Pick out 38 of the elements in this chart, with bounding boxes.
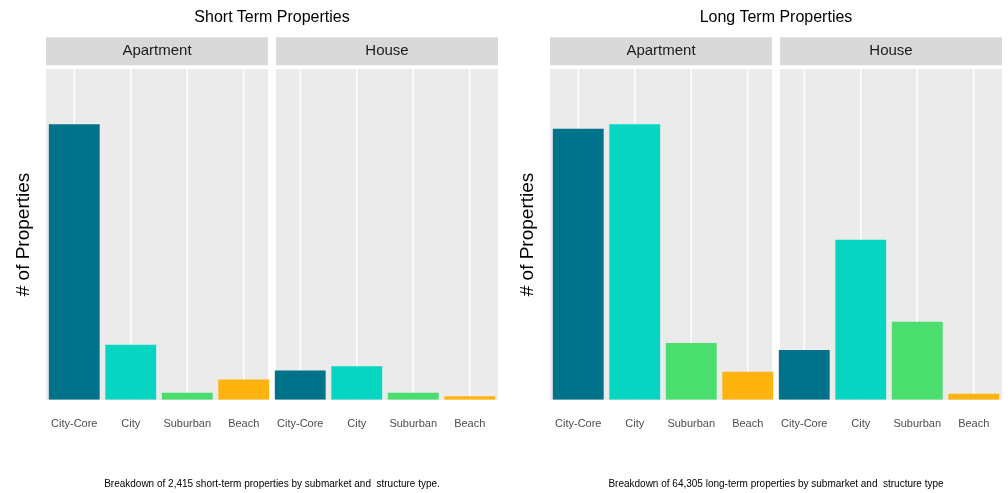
bar	[218, 379, 270, 400]
text: Breakdown of 64,305 long-term properties by submarket and structure type	[608, 477, 945, 489]
bar	[609, 124, 661, 400]
bar	[552, 128, 604, 400]
x-tick-label: City-Core	[277, 417, 324, 430]
text: Apartment	[626, 41, 697, 59]
y-axis-title: # of Properties	[12, 172, 34, 297]
text: Breakdown of 2,415 short-term properties by submarket and structure type.	[104, 477, 440, 489]
chart-title: Short Term Properties	[194, 8, 350, 26]
x-tick-label: Beach	[732, 417, 764, 430]
x-tick-label: Suburban	[163, 417, 212, 430]
text: House	[365, 41, 409, 59]
x-tick-label: Suburban	[667, 417, 716, 430]
bar	[835, 239, 887, 400]
y-axis-title: # of Properties	[516, 172, 538, 297]
bar	[331, 366, 383, 400]
bar	[722, 371, 774, 400]
x-tick-label: Suburban	[389, 417, 438, 430]
x-tick-label: Beach	[228, 417, 260, 430]
x-tick-label: City-Core	[781, 417, 828, 430]
x-tick-label: City-Core	[555, 417, 602, 430]
x-tick-label: Beach	[958, 417, 990, 430]
text: House	[869, 41, 913, 59]
bar	[274, 370, 326, 400]
x-tick-label: Suburban	[893, 417, 942, 430]
x-tick-label: City	[121, 417, 141, 430]
text: Apartment	[122, 41, 193, 59]
bar	[665, 343, 717, 400]
bar	[48, 124, 100, 400]
x-tick-label: City	[851, 417, 871, 430]
x-tick-label: City	[347, 417, 367, 430]
chart-title: Long Term Properties	[699, 8, 853, 26]
bar	[778, 349, 830, 400]
x-tick-label: City	[625, 417, 645, 430]
x-tick-label: Beach	[454, 417, 486, 430]
bar	[105, 344, 157, 400]
bar	[891, 321, 943, 400]
x-tick-label: City-Core	[51, 417, 98, 430]
